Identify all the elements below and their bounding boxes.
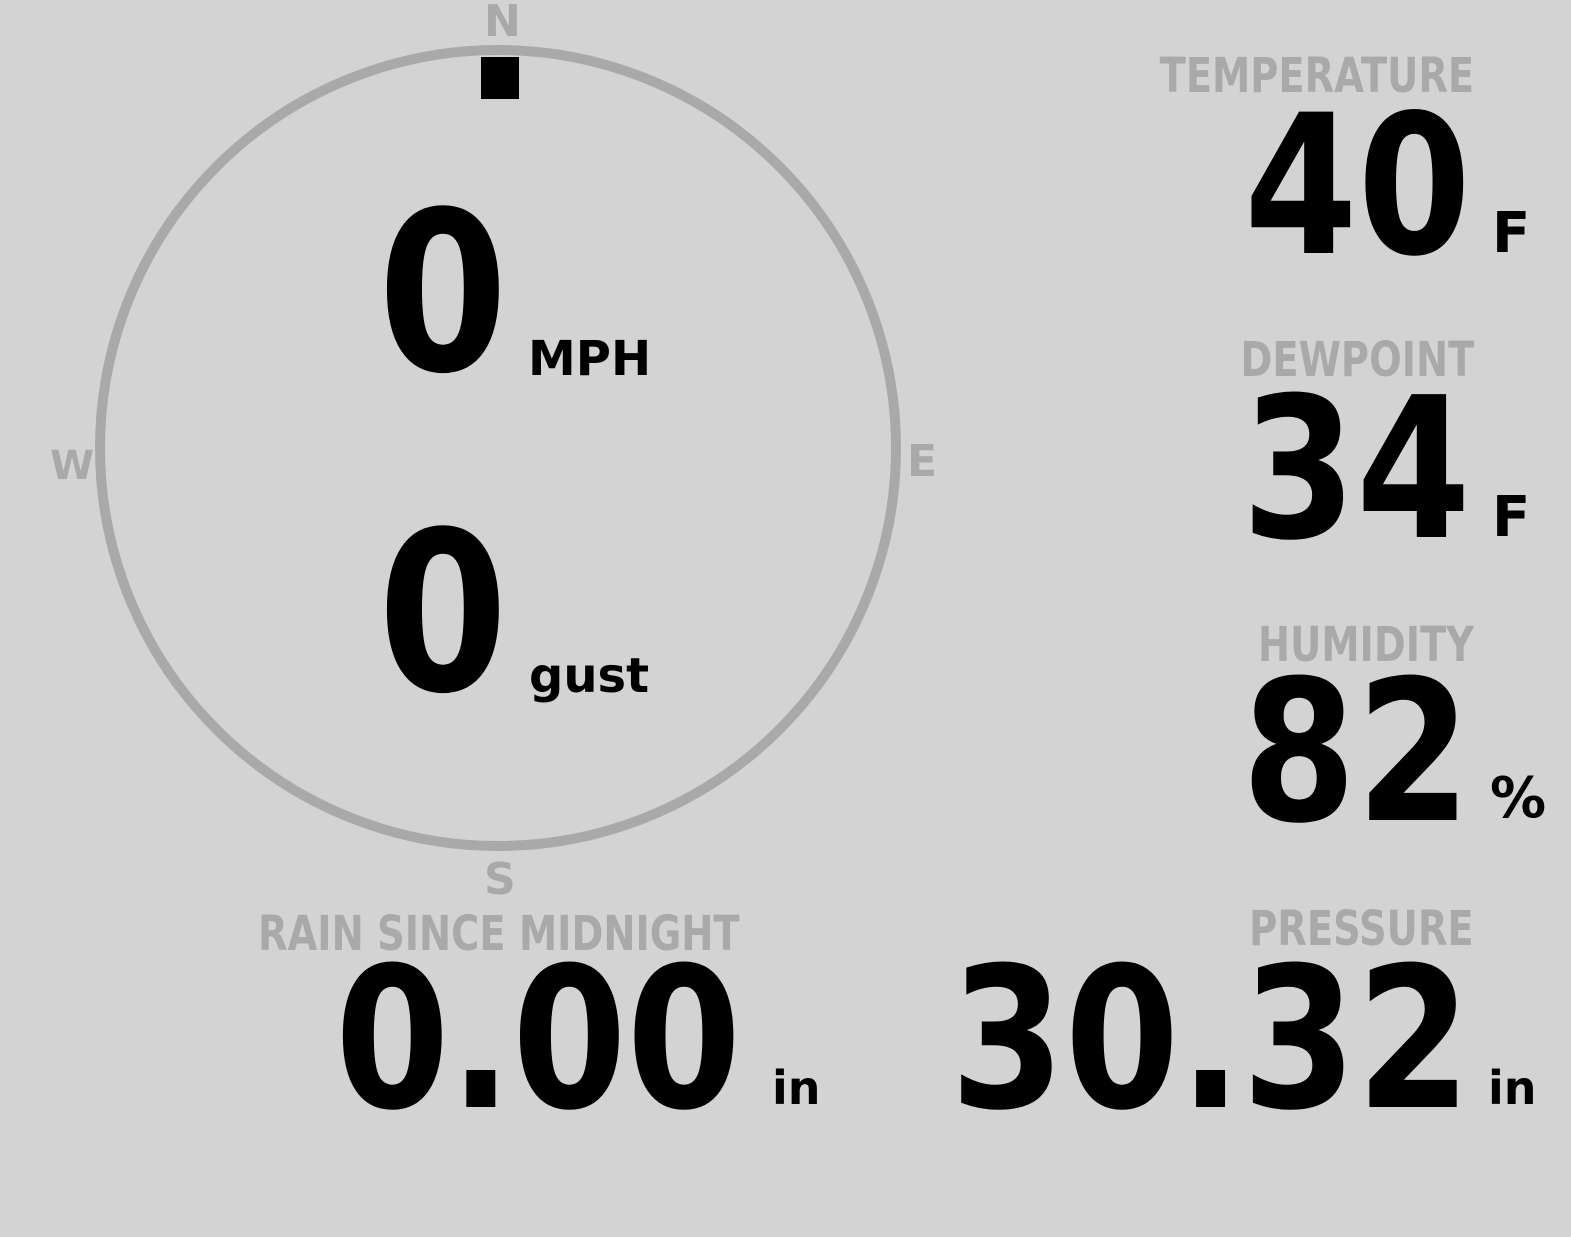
wind-gust-value: 0 [378,485,508,743]
dewpoint-label: DEWPOINT [1240,332,1474,388]
temperature-label: TEMPERATURE [1159,48,1475,104]
wind-compass [95,45,901,851]
wind-speed-unit: MPH [528,331,652,387]
wind-direction-marker [481,57,519,99]
dewpoint-unit: F [1492,485,1531,550]
compass-west: W [50,443,95,489]
temperature-value: 40 [1244,73,1471,299]
compass-east: E [907,436,938,487]
compass-north: N [484,0,521,47]
humidity-label: HUMIDITY [1258,617,1474,673]
humidity-value: 82 [1241,639,1471,867]
rain-label: RAIN SINCE MIDNIGHT [258,906,740,962]
compass-ring [95,45,901,851]
humidity-unit: % [1490,766,1547,831]
wind-gust-unit: gust [529,648,650,704]
dewpoint-value: 34 [1241,356,1471,584]
rain-value: 0.00 [335,926,742,1154]
rain-unit: in [772,1061,821,1115]
temperature-unit: F [1492,201,1531,266]
pressure-value: 30.32 [950,926,1471,1154]
pressure-unit: in [1488,1061,1537,1115]
wind-speed-value: 0 [378,165,508,423]
compass-south: S [484,854,516,905]
pressure-label: PRESSURE [1249,901,1474,957]
